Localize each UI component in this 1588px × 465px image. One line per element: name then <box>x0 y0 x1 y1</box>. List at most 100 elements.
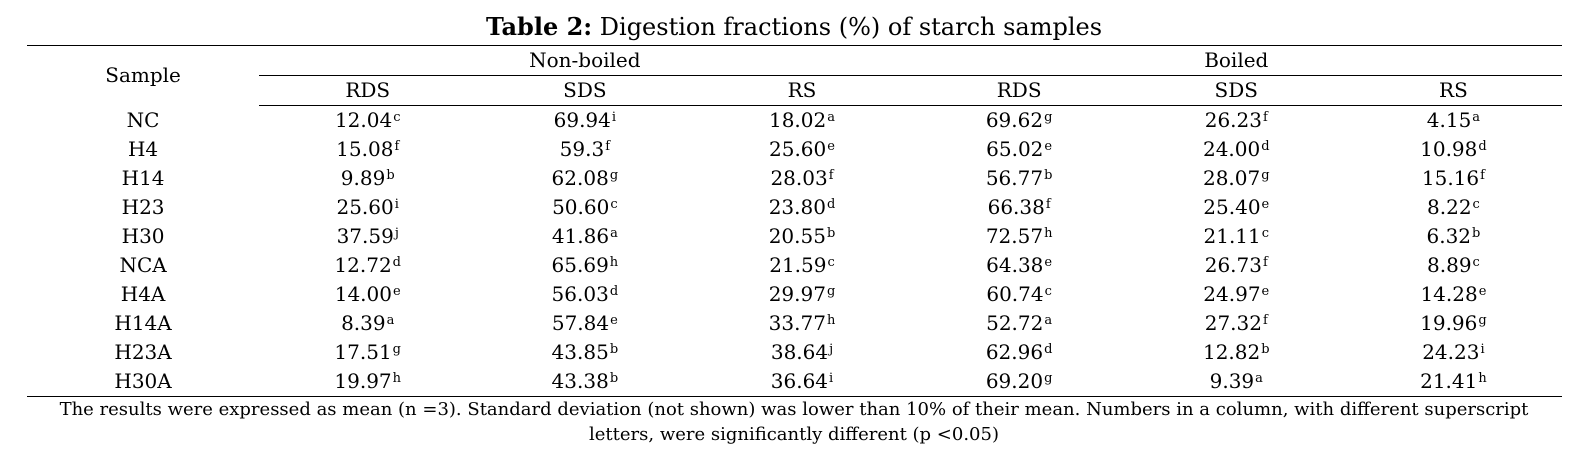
cell-value: 19.96 <box>1420 311 1478 335</box>
digestion-fractions-table: Sample Non-boiled Boiled RDS SDS RS RDS … <box>27 45 1562 397</box>
significance-letter: c <box>1472 255 1480 270</box>
significance-letter: a <box>610 226 618 241</box>
significance-letter: e <box>1044 139 1053 154</box>
significance-letter: g <box>1044 110 1053 125</box>
significance-letter: d <box>609 284 619 299</box>
significance-letter: c <box>393 110 401 125</box>
sample-name-cell: NC <box>126 107 160 132</box>
significance-letter: a <box>386 313 395 328</box>
table-row: H4 15.08f 59.3f 25.60e 65.02e 24.00d 10.98d <box>27 135 1562 164</box>
cell-value: 69.20 <box>985 369 1044 393</box>
header-group-row: Sample Non-boiled Boiled <box>27 45 1562 87</box>
value-cell: 12.82b <box>1128 338 1345 367</box>
cell-value: 12.82 <box>1202 340 1261 364</box>
value-cell: 25.40e <box>1128 193 1345 222</box>
value-cell: 21.41h <box>1344 367 1562 397</box>
value-cell: 20.55b <box>693 222 910 251</box>
cell-value: 26.73 <box>1204 253 1262 277</box>
cell-value: 20.55 <box>768 224 826 248</box>
cell-value: 69.62 <box>985 108 1044 132</box>
significance-letter: i <box>394 197 399 212</box>
significance-letter: h <box>609 255 619 270</box>
cell-value: 21.59 <box>769 253 827 277</box>
cell-value: 24.97 <box>1203 282 1261 306</box>
cell-value: 29.97 <box>768 282 826 306</box>
value-cell: 59.3f <box>476 135 693 164</box>
significance-letter: f <box>1480 168 1485 183</box>
value-cell: 28.03f <box>693 164 910 193</box>
header-sub-row: RDS SDS RS RDS SDS RS <box>27 75 1562 106</box>
table-row: H23 25.60i 50.60c 23.80d 66.38f 25.40e 8.22c <box>27 193 1562 222</box>
table-title: Table 2: Digestion fractions (%) of star… <box>0 10 1588 44</box>
cell-value: 10.98 <box>1420 137 1478 161</box>
cell-value: 36.64 <box>770 369 829 393</box>
group-header-non-boiled: Non-boiled <box>259 45 911 76</box>
significance-letter: a <box>1044 313 1053 328</box>
significance-letter: j <box>394 226 399 241</box>
subheader-non-boiled-rs: RS <box>693 75 911 106</box>
cell-value: 52.72 <box>986 311 1044 335</box>
cell-value: 4.15 <box>1426 108 1472 132</box>
value-cell: 56.77b <box>911 164 1128 193</box>
value-cell: 14.00e <box>259 280 476 309</box>
sample-name-cell: H4 <box>127 137 159 161</box>
sample-column-header: Sample <box>105 63 181 88</box>
value-cell: 25.60i <box>259 193 476 222</box>
cell-value: 25.60 <box>336 195 394 219</box>
sample-name-cell: H14A <box>114 311 172 335</box>
value-cell: 62.96d <box>911 338 1128 367</box>
value-cell: 29.97g <box>693 280 910 309</box>
significance-letter: b <box>1044 168 1053 183</box>
significance-letter: a <box>1472 110 1481 125</box>
cell-value: 62.08 <box>551 166 609 190</box>
sample-name-cell: H23 <box>121 195 165 219</box>
value-cell: 18.02a <box>693 106 910 136</box>
value-cell: 17.51g <box>259 338 476 367</box>
significance-letter: c <box>827 255 835 270</box>
sample-name-cell: H14 <box>121 166 165 190</box>
table-header: Sample Non-boiled Boiled RDS SDS RS RDS … <box>27 45 1562 106</box>
cell-value: 43.85 <box>551 340 609 364</box>
value-cell: 28.07g <box>1128 164 1345 193</box>
sample-name-cell: H30 <box>121 224 165 248</box>
cell-value: 69.94 <box>553 108 611 132</box>
significance-letter: f <box>605 139 611 154</box>
cell-value: 15.08 <box>336 137 394 161</box>
significance-letter: i <box>611 110 617 125</box>
cell-value: 24.23 <box>1422 340 1480 364</box>
significance-letter: a <box>1255 371 1263 386</box>
cell-value: 65.69 <box>551 253 609 277</box>
subheader-boiled-sds: SDS <box>1127 75 1345 106</box>
cell-value: 9.39 <box>1209 369 1255 393</box>
value-cell: 8.39a <box>259 309 476 338</box>
value-cell: 26.73f <box>1128 251 1345 280</box>
cell-value: 65.02 <box>986 137 1044 161</box>
sample-name-cell: NCA <box>119 253 167 277</box>
value-cell: 36.64i <box>693 367 911 397</box>
value-cell: 65.02e <box>911 135 1128 164</box>
cell-value: 15.16 <box>1421 166 1480 190</box>
significance-letter: b <box>1472 226 1481 241</box>
table-row: H23A 17.51g 43.85b 38.64j 62.96d 12.82b 24.23i <box>27 338 1562 367</box>
cell-value: 43.38 <box>551 369 609 393</box>
table-title-text: Digestion fractions (%) of starch sample… <box>592 13 1103 41</box>
significance-letter: g <box>1044 371 1053 386</box>
cell-value: 41.86 <box>551 224 610 248</box>
footnote-line-2: letters, were significantly different (p… <box>589 424 999 445</box>
significance-letter: c <box>1472 197 1480 212</box>
cell-value: 8.22 <box>1427 195 1472 219</box>
cell-value: 8.39 <box>341 311 386 335</box>
significance-letter: d <box>826 197 836 212</box>
value-cell: 43.85b <box>476 338 693 367</box>
value-cell: 4.15a <box>1345 106 1562 136</box>
table-row: H14A 8.39a 57.84e 33.77h 52.72a 27.32f 19.96g <box>27 309 1562 338</box>
cell-value: 21.41 <box>1420 369 1478 393</box>
significance-letter: g <box>1261 168 1270 183</box>
value-cell: 15.16f <box>1345 164 1562 193</box>
cell-value: 12.72 <box>334 253 392 277</box>
value-cell: 26.23f <box>1128 106 1345 136</box>
cell-value: 6.32 <box>1426 224 1472 248</box>
table-row: H14 9.89b 62.08g 28.03f 56.77b 28.07g 15.16f <box>27 164 1562 193</box>
significance-letter: e <box>827 139 835 154</box>
significance-letter: f <box>1045 197 1051 212</box>
